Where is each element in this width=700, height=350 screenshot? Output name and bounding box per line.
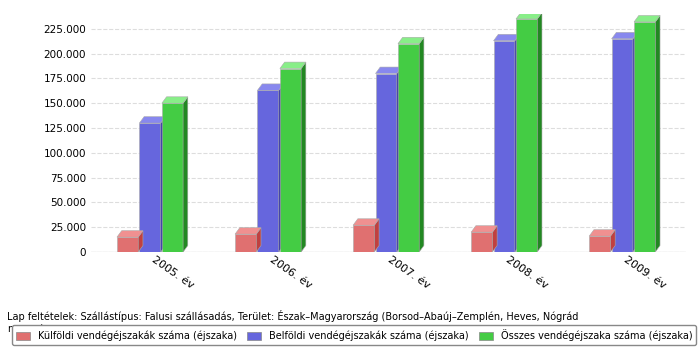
Polygon shape	[256, 228, 261, 252]
Polygon shape	[138, 231, 143, 252]
Polygon shape	[258, 84, 284, 90]
Polygon shape	[162, 97, 188, 103]
Polygon shape	[397, 67, 402, 252]
Polygon shape	[353, 219, 379, 225]
Bar	[494, 41, 514, 252]
Polygon shape	[610, 230, 615, 252]
Bar	[139, 123, 161, 252]
Polygon shape	[538, 13, 542, 252]
Text: Lap feltételek: Szállástípus: Falusi szállásadás, Terület: Észak–Magyarország (B: Lap feltételek: Szállástípus: Falusi szá…	[7, 310, 578, 322]
Polygon shape	[301, 62, 306, 252]
Bar	[612, 39, 633, 252]
Polygon shape	[375, 67, 402, 74]
Polygon shape	[279, 84, 284, 252]
Polygon shape	[419, 37, 424, 252]
Polygon shape	[655, 15, 660, 252]
Bar	[516, 19, 538, 252]
Polygon shape	[612, 32, 638, 39]
Bar	[471, 232, 492, 252]
Polygon shape	[492, 226, 497, 252]
Bar	[235, 234, 256, 252]
Polygon shape	[374, 219, 379, 252]
Bar	[353, 225, 375, 252]
Bar	[162, 103, 183, 252]
Polygon shape	[516, 13, 542, 19]
Polygon shape	[235, 228, 261, 234]
Text: megye): megye)	[7, 324, 44, 334]
Polygon shape	[589, 230, 615, 236]
Bar	[280, 69, 301, 252]
Polygon shape	[633, 32, 638, 252]
Bar	[634, 22, 655, 252]
Bar	[117, 237, 138, 252]
Polygon shape	[634, 15, 660, 22]
Polygon shape	[161, 117, 165, 252]
Legend: Külföldi vendégéjszakák száma (éjszaka), Belföldi vendégéjszakák száma (éjszaka): Külföldi vendégéjszakák száma (éjszaka),…	[12, 326, 696, 345]
Bar	[375, 74, 397, 252]
Polygon shape	[280, 62, 306, 69]
Polygon shape	[514, 34, 519, 252]
Polygon shape	[471, 226, 497, 232]
Bar	[398, 44, 419, 252]
Polygon shape	[398, 37, 424, 44]
Polygon shape	[183, 97, 188, 252]
Bar	[258, 90, 279, 252]
Polygon shape	[494, 34, 519, 41]
Bar	[589, 236, 610, 252]
Polygon shape	[139, 117, 165, 123]
Polygon shape	[117, 231, 143, 237]
